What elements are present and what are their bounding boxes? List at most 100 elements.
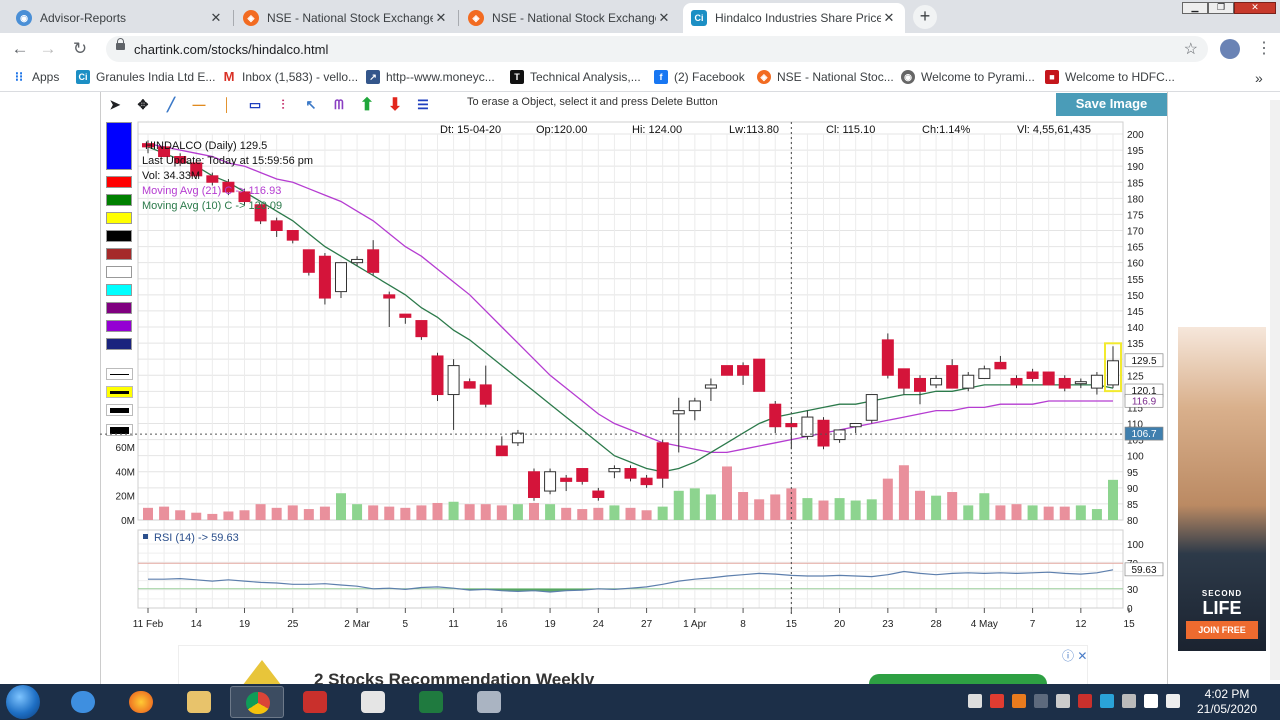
tray-icon[interactable] bbox=[1056, 694, 1070, 708]
price-chart[interactable]: 2001951901851801751701651601551501451401… bbox=[0, 92, 1170, 644]
close-icon[interactable]: ✕ bbox=[435, 10, 447, 25]
taskbar-notepad[interactable] bbox=[346, 686, 400, 718]
tray-icon[interactable] bbox=[968, 694, 982, 708]
swatch-navy[interactable] bbox=[106, 338, 132, 350]
pattern-tool-icon[interactable]: ᗰ bbox=[334, 97, 344, 112]
bookmark-technical-analysis[interactable]: T Technical Analysis,... bbox=[510, 70, 641, 84]
page-scrollbar[interactable] bbox=[1270, 100, 1280, 680]
tab-nse-2[interactable]: ◈ NSE - National Stock Exchange o ✕ bbox=[460, 3, 680, 33]
color-palette bbox=[103, 120, 135, 446]
taskbar-window[interactable] bbox=[462, 686, 516, 718]
candle-body bbox=[769, 403, 782, 428]
bookmark-granules[interactable]: Ci Granules India Ltd E... bbox=[76, 70, 215, 84]
ray-tool-icon[interactable]: ↖ bbox=[305, 97, 317, 112]
taskbar-chrome[interactable] bbox=[230, 686, 284, 718]
bookmark-nse[interactable]: ◈ NSE - National Stoc... bbox=[757, 70, 894, 84]
bottom-ad-banner[interactable]: 2 Stocks Recommendation Weekly bbox=[178, 645, 1088, 685]
candle-body bbox=[704, 384, 717, 389]
line-width-1[interactable] bbox=[106, 368, 133, 380]
system-clock[interactable]: 4:02 PM 21/05/2020 bbox=[1192, 687, 1262, 717]
swatch-green[interactable] bbox=[106, 194, 132, 206]
ad-close-icon[interactable]: ⓘ ✕ bbox=[1062, 649, 1088, 663]
ad-cta-button[interactable] bbox=[869, 674, 1047, 685]
close-icon[interactable]: ✕ bbox=[883, 10, 895, 25]
price-tick-label: 145 bbox=[1127, 307, 1144, 318]
new-tab-button[interactable]: + bbox=[913, 5, 937, 29]
taskbar-firefox[interactable] bbox=[114, 686, 168, 718]
swatch-purple[interactable] bbox=[106, 302, 132, 314]
url-text[interactable]: chartink.com/stocks/hindalco.html bbox=[134, 42, 329, 57]
tray-icon[interactable] bbox=[1100, 694, 1114, 708]
start-button[interactable] bbox=[6, 685, 40, 719]
fibonacci-tool-icon[interactable]: ⫶ bbox=[281, 97, 285, 112]
taskbar-ie[interactable] bbox=[56, 686, 110, 718]
candle-body bbox=[914, 377, 926, 392]
tab-hindalco[interactable]: Ci Hindalco Industries Share Price, E ✕ bbox=[683, 3, 905, 33]
sell-arrow-icon[interactable]: ⬇ bbox=[387, 95, 403, 114]
line-width-4[interactable] bbox=[106, 424, 133, 436]
bookmark-inbox[interactable]: M Inbox (1,583) - vello... bbox=[222, 70, 358, 85]
close-icon[interactable]: ✕ bbox=[658, 10, 670, 25]
bookmark-pyramid[interactable]: ◉ Welcome to Pyrami... bbox=[901, 70, 1035, 84]
forward-arrow-icon[interactable]: → bbox=[39, 39, 57, 58]
candle-body bbox=[608, 468, 621, 473]
candle-body bbox=[367, 249, 380, 273]
maximize-button[interactable]: ❐ bbox=[1208, 2, 1234, 14]
tab-title: Advisor-Reports bbox=[40, 11, 127, 25]
bookmark-hdfc[interactable]: ■ Welcome to HDFC... bbox=[1045, 70, 1175, 84]
bookmark-moneycontrol[interactable]: ↗ http--www.moneyc... bbox=[366, 70, 495, 84]
close-icon[interactable]: ✕ bbox=[210, 10, 222, 25]
back-arrow-icon[interactable]: ← bbox=[11, 39, 29, 58]
tray-icon[interactable] bbox=[1122, 694, 1136, 708]
buy-arrow-icon[interactable]: ⬆ bbox=[359, 95, 375, 114]
network-icon[interactable] bbox=[1144, 694, 1158, 708]
bookmark-star-icon[interactable]: ☆ bbox=[1183, 41, 1198, 58]
volume-icon[interactable] bbox=[1166, 694, 1180, 708]
address-bar[interactable]: chartink.com/stocks/hindalco.html ☆ bbox=[106, 36, 1208, 62]
hdfc-logo-icon: ■ bbox=[1045, 70, 1059, 84]
text-lines-tool-icon[interactable]: ☰ bbox=[417, 97, 429, 112]
horizontal-line-tool-icon[interactable]: — bbox=[192, 97, 206, 112]
volume-bar bbox=[368, 505, 379, 520]
candle-body bbox=[672, 410, 685, 415]
line-width-2[interactable] bbox=[106, 386, 133, 398]
nse-logo-icon: ◈ bbox=[468, 10, 484, 26]
second-life-ad[interactable]: SECOND LIFE JOIN FREE bbox=[1178, 327, 1266, 651]
trendline-tool-icon[interactable]: ╱ bbox=[167, 97, 175, 112]
bookmark-apps[interactable]: ⁝⁝ Apps bbox=[12, 70, 60, 85]
swatch-violet[interactable] bbox=[106, 320, 132, 332]
volume-bar bbox=[529, 502, 539, 520]
tab-advisor-reports[interactable]: ◉ Advisor-Reports ✕ bbox=[8, 3, 232, 33]
x-tick-label: 15 bbox=[786, 619, 798, 630]
bookmarks-overflow-icon[interactable]: » bbox=[1255, 70, 1263, 86]
taskbar-explorer[interactable] bbox=[172, 686, 226, 718]
profile-avatar[interactable] bbox=[1220, 39, 1240, 59]
window-close-button[interactable]: ✕ bbox=[1234, 2, 1276, 14]
swatch-black[interactable] bbox=[106, 230, 132, 242]
ad-join-button[interactable]: JOIN FREE bbox=[1186, 621, 1258, 639]
taskbar-excel[interactable] bbox=[404, 686, 458, 718]
swatch-blue[interactable] bbox=[106, 122, 132, 170]
swatch-brown[interactable] bbox=[106, 248, 132, 260]
tray-icon[interactable] bbox=[1012, 694, 1026, 708]
swatch-red[interactable] bbox=[106, 176, 132, 188]
tray-icon[interactable] bbox=[1034, 694, 1048, 708]
volume-tick-label: 0M bbox=[121, 516, 135, 527]
swatch-cyan[interactable] bbox=[106, 284, 132, 296]
vertical-line-tool-icon[interactable]: │ bbox=[222, 97, 232, 112]
swatch-white[interactable] bbox=[106, 266, 132, 278]
swatch-yellow[interactable] bbox=[106, 212, 132, 224]
tab-nse-1[interactable]: ◈ NSE - National Stock Exchange o ✕ bbox=[235, 3, 457, 33]
move-tool-icon[interactable]: ✥ bbox=[137, 97, 149, 112]
rectangle-tool-icon[interactable]: ▭ bbox=[248, 97, 262, 112]
line-width-3[interactable] bbox=[106, 404, 133, 416]
pointer-tool-icon[interactable]: ➤ bbox=[109, 97, 121, 112]
taskbar-app[interactable] bbox=[288, 686, 342, 718]
tray-icon[interactable] bbox=[1078, 694, 1092, 708]
bookmark-facebook[interactable]: f (2) Facebook bbox=[654, 70, 745, 84]
minimize-button[interactable]: ▁ bbox=[1182, 2, 1208, 14]
save-image-button[interactable]: Save Image bbox=[1056, 93, 1167, 116]
menu-dots-icon[interactable]: ⋮ bbox=[1256, 40, 1272, 57]
tray-icon[interactable] bbox=[990, 694, 1004, 708]
reload-icon[interactable]: ↻ bbox=[72, 39, 88, 58]
